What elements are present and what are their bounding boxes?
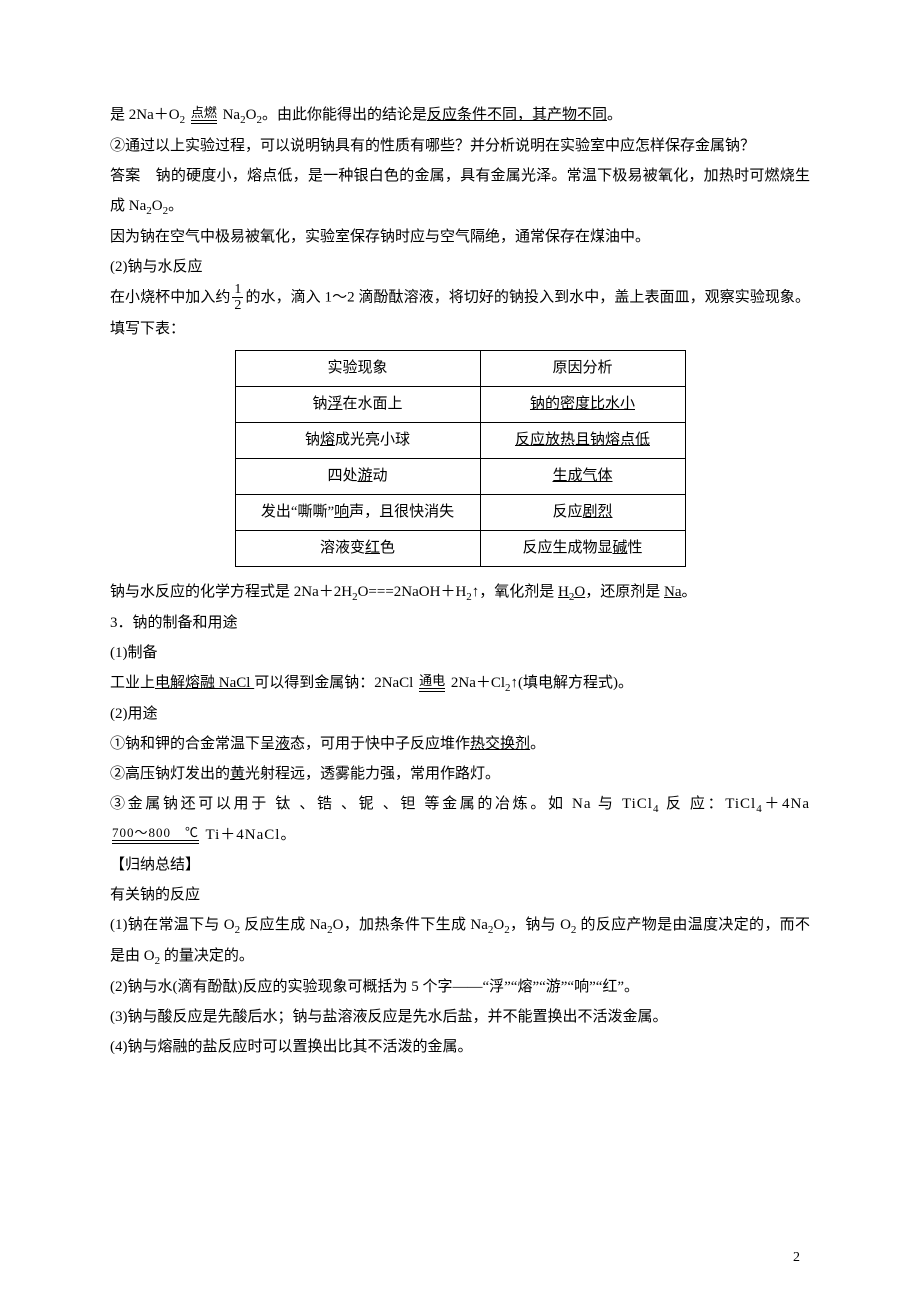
text: 2Na＋Cl bbox=[451, 675, 505, 691]
paragraph-7: 钠与水反应的化学方程式是 2Na＋2H2O===2NaOH＋H2↑，氧化剂是 H… bbox=[110, 577, 810, 608]
text: ↑，氧化剂是 bbox=[472, 584, 558, 600]
text: O，加热条件下生成 Na bbox=[333, 917, 488, 933]
paragraph-3: 答案 钠的硬度小，熔点低，是一种银白色的金属，具有金属光泽。常温下极易被氧化，加… bbox=[110, 161, 810, 222]
page-number: 2 bbox=[793, 1244, 800, 1272]
table-header-cell: 实验现象 bbox=[235, 350, 480, 386]
paragraph-12: ①钠和钾的合金常温下呈液态，可用于快中子反应堆作热交换剂。 bbox=[110, 729, 810, 759]
numerator: 1 bbox=[232, 282, 243, 298]
condition-label: 点燃 bbox=[191, 106, 217, 120]
text: 光射程远，透雾能力强，常用作路灯。 bbox=[245, 766, 500, 782]
paragraph-11: (2)用途 bbox=[110, 699, 810, 729]
text: Na bbox=[223, 107, 241, 123]
fraction: 12 bbox=[232, 282, 243, 314]
reaction-condition: 700～800 ℃ bbox=[112, 826, 199, 846]
observation-table: 实验现象原因分析钠浮在水面上钠的密度比水小钠熔成光亮小球反应放热且钠熔点低四处游… bbox=[235, 350, 686, 567]
underlined-answer: H2O bbox=[558, 584, 585, 600]
summary-heading: 【归纳总结】 bbox=[110, 850, 810, 880]
text: ＋4Na bbox=[763, 796, 810, 812]
text: O bbox=[493, 917, 504, 933]
paragraph-1: 是 2Na＋O2 点燃 Na2O2。由此你能得出的结论是反应条件不同，其产物不同… bbox=[110, 100, 810, 131]
text: O===2NaOH＋H bbox=[358, 584, 467, 600]
table-cell: 四处游动 bbox=[235, 458, 480, 494]
paragraph-4: 因为钠在空气中极易被氧化，实验室保存钠时应与空气隔绝，通常保存在煤油中。 bbox=[110, 222, 810, 252]
table-cell: 钠熔成光亮小球 bbox=[235, 422, 480, 458]
text: 。 bbox=[682, 584, 697, 600]
text: O bbox=[574, 584, 585, 600]
equals-line bbox=[112, 840, 199, 844]
underlined-answer: 电解熔融 NaCl bbox=[155, 675, 254, 691]
underlined-answer: Na bbox=[664, 584, 682, 600]
table-cell: 反应生成物显碱性 bbox=[480, 530, 685, 566]
condition-label: 通电 bbox=[419, 674, 445, 688]
table-cell: 反应放热且钠熔点低 bbox=[480, 422, 685, 458]
text: ②高压钠灯发出的 bbox=[110, 766, 230, 782]
subscript: 2 bbox=[180, 114, 186, 126]
paragraph-17: (1)钠在常温下与 O2 反应生成 Na2O，加热条件下生成 Na2O2，钠与 … bbox=[110, 910, 810, 972]
text: Ti＋4NaCl。 bbox=[206, 827, 297, 843]
paragraph-14: ③金属钠还可以用于 钛 、锆 、铌 、钽 等金属的冶炼。如 Na 与 TiCl4… bbox=[110, 789, 810, 850]
text: 。 bbox=[168, 198, 183, 214]
text: 可以得到金属钠：2NaCl bbox=[254, 675, 417, 691]
paragraph-10: 工业上电解熔融 NaCl 可以得到金属钠：2NaCl 通电 2Na＋Cl2↑(填… bbox=[110, 668, 810, 699]
text: ，还原剂是 bbox=[585, 584, 664, 600]
condition-label: 700～800 ℃ bbox=[112, 826, 199, 840]
table-cell: 钠浮在水面上 bbox=[235, 386, 480, 422]
paragraph-5: (2)钠与水反应 bbox=[110, 252, 810, 282]
text: 反 应：TiCl bbox=[659, 796, 756, 812]
table-cell: 反应剧烈 bbox=[480, 494, 685, 530]
text: 是 2Na＋O bbox=[110, 107, 180, 123]
table-cell: 生成气体 bbox=[480, 458, 685, 494]
text: 。 bbox=[530, 736, 545, 752]
text: 。由此你能得出的结论是 bbox=[262, 107, 427, 123]
table-header-cell: 原因分析 bbox=[480, 350, 685, 386]
reaction-condition: 点燃 bbox=[191, 106, 217, 126]
paragraph-6: 在小烧杯中加入约12的水，滴入 1～2 滴酚酞溶液，将切好的钠投入到水中，盖上表… bbox=[110, 282, 810, 344]
equals-line bbox=[419, 688, 445, 692]
reaction-condition: 通电 bbox=[419, 674, 445, 694]
text: ③金属钠还可以用于 钛 、锆 、铌 、钽 等金属的冶炼。如 Na 与 TiCl bbox=[110, 796, 653, 812]
text: 的量决定的。 bbox=[160, 948, 254, 964]
table-cell: 溶液变红色 bbox=[235, 530, 480, 566]
underlined-answer: 反应条件不同，其产物不同 bbox=[427, 107, 607, 123]
text: 态，可用于快中子反应堆作 bbox=[290, 736, 470, 752]
text: ↑(填电解方程式)。 bbox=[511, 675, 634, 691]
text: 答案 钠的硬度小，熔点低，是一种银白色的金属，具有金属光泽。常温下极易被氧化，加… bbox=[110, 168, 810, 214]
paragraph-13: ②高压钠灯发出的黄光射程远，透雾能力强，常用作路灯。 bbox=[110, 759, 810, 789]
text: 钠与水反应的化学方程式是 2Na＋2H bbox=[110, 584, 352, 600]
underlined-answer: 液 bbox=[275, 736, 290, 752]
text: (1)钠在常温下与 O bbox=[110, 917, 235, 933]
text: 在小烧杯中加入约 bbox=[110, 289, 230, 305]
paragraph-16: 有关钠的反应 bbox=[110, 880, 810, 910]
table-cell: 发出“嘶嘶”响声，且很快消失 bbox=[235, 494, 480, 530]
text: H bbox=[558, 584, 569, 600]
text: O bbox=[152, 198, 163, 214]
text: 工业上 bbox=[110, 675, 155, 691]
text: 反应生成 Na bbox=[240, 917, 327, 933]
text: 。 bbox=[607, 107, 622, 123]
equals-line bbox=[191, 120, 217, 124]
heading-3: 3．钠的制备和用途 bbox=[110, 608, 810, 638]
text: ，钠与 O bbox=[510, 917, 571, 933]
text: O bbox=[246, 107, 257, 123]
text: ①钠和钾的合金常温下呈 bbox=[110, 736, 275, 752]
paragraph-9: (1)制备 bbox=[110, 638, 810, 668]
document-page: 是 2Na＋O2 点燃 Na2O2。由此你能得出的结论是反应条件不同，其产物不同… bbox=[0, 0, 920, 1302]
underlined-answer: 黄 bbox=[230, 766, 245, 782]
table-cell: 钠的密度比水小 bbox=[480, 386, 685, 422]
paragraph-20: (4)钠与熔融的盐反应时可以置换出比其不活泼的金属。 bbox=[110, 1032, 810, 1062]
denominator: 2 bbox=[232, 298, 243, 313]
underlined-answer: 热交换剂 bbox=[470, 736, 530, 752]
paragraph-2: ②通过以上实验过程，可以说明钠具有的性质有哪些？并分析说明在实验室中应怎样保存金… bbox=[110, 131, 810, 161]
paragraph-19: (3)钠与酸反应是先酸后水；钠与盐溶液反应是先水后盐，并不能置换出不活泼金属。 bbox=[110, 1002, 810, 1032]
paragraph-18: (2)钠与水(滴有酚酞)反应的实验现象可概括为 5 个字——“浮”“熔”“游”“… bbox=[110, 972, 810, 1002]
